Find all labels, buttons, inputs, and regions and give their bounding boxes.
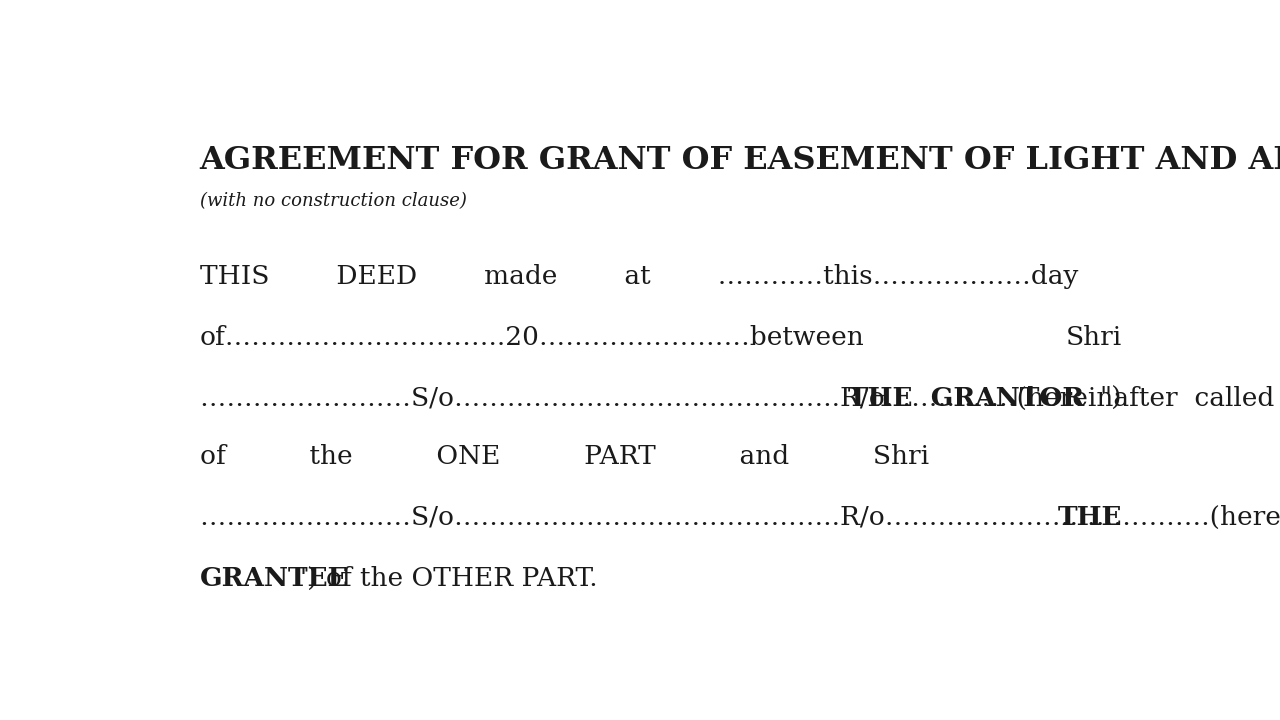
Text: "): ") [1100,386,1123,411]
Text: of…………………………..20……………………between: of…………………………..20……………………between [200,325,864,350]
Text: GRANTEE: GRANTEE [200,566,348,591]
Text: ……………………S/o……………………………………..R/o……………………………….(hereinafter    called    ": ……………………S/o……………………………………..R/o…………………………… [200,505,1280,530]
Text: THE  GRANTOR: THE GRANTOR [849,386,1084,411]
Text: AGREEMENT FOR GRANT OF EASEMENT OF LIGHT AND AIR: AGREEMENT FOR GRANT OF EASEMENT OF LIGHT… [200,145,1280,176]
Text: ") of the OTHER PART.: ") of the OTHER PART. [294,566,598,591]
Text: Shri: Shri [1066,325,1123,350]
Text: (with no construction clause): (with no construction clause) [200,192,466,210]
Text: ……………………S/o……………………………………..R/o……………(hereinafter  called  ": ……………………S/o……………………………………..R/o……………(here… [200,386,1280,411]
Text: of          the          ONE          PART          and          Shri: of the ONE PART and Shri [200,444,929,469]
Text: THE: THE [1057,505,1123,530]
Text: THIS        DEED        made        at        …………this………………day: THIS DEED made at …………this………………day [200,264,1078,289]
